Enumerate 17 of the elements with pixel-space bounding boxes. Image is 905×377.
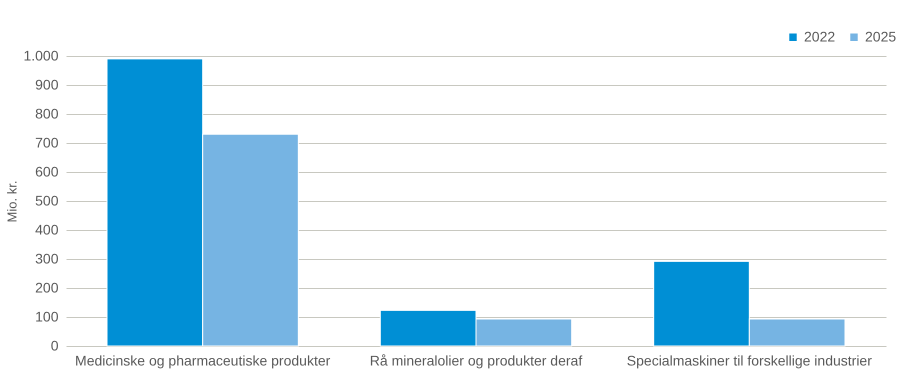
y-tick-label: 0	[50, 338, 59, 354]
y-tick-label: 700	[35, 134, 59, 150]
legend-label: 2022	[804, 28, 836, 44]
y-tick-label: 100	[35, 308, 59, 324]
y-tick-label: 400	[35, 222, 59, 238]
y-tick-label: 900	[35, 76, 59, 92]
legend-label: 2025	[865, 28, 896, 44]
x-tick-label: Rå mineralolier og produkter deraf	[370, 352, 582, 368]
x-tick-label: Specialmaskiner til forskellige industrier	[626, 352, 872, 368]
y-axis-title: Mio. kr.	[4, 180, 20, 222]
y-tick-label: 300	[35, 250, 59, 266]
y-tick-label: 600	[35, 164, 59, 180]
y-tick-label: 800	[35, 106, 59, 122]
x-tick-label: Medicinske og pharmaceutiske produkter	[75, 352, 331, 368]
y-tick-label: 1.000	[23, 48, 59, 64]
y-tick-label: 500	[35, 192, 59, 208]
y-tick-label: 200	[35, 280, 59, 296]
